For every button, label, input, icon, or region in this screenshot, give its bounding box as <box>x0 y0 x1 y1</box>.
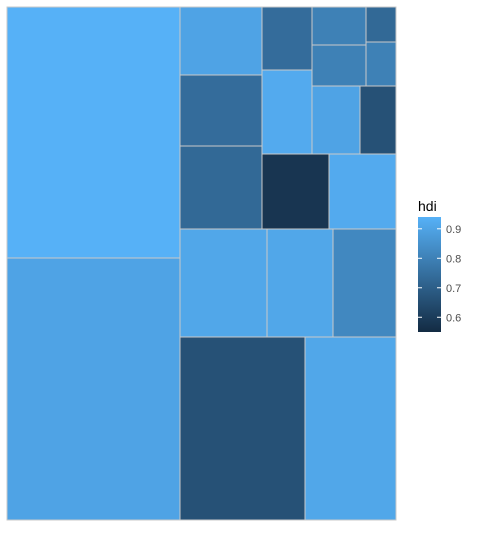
treemap-tile <box>261 6 313 71</box>
treemap-tile <box>365 6 397 43</box>
legend-tick-label: 0.8 <box>446 253 461 265</box>
treemap-tile <box>6 257 181 521</box>
treemap-tile <box>328 153 397 230</box>
treemap-tile <box>179 145 263 230</box>
treemap-tile <box>311 85 361 155</box>
treemap-tile <box>365 41 397 87</box>
legend-tick-label: 0.9 <box>446 224 461 236</box>
legend-colorbar <box>418 217 441 332</box>
treemap-tile <box>261 153 330 230</box>
treemap-tile <box>304 336 397 521</box>
treemap-tile <box>179 6 263 76</box>
treemap-tile <box>332 228 397 338</box>
treemap-tile <box>179 74 263 147</box>
treemap-tile <box>311 6 367 46</box>
legend-tick-label: 0.7 <box>446 283 461 295</box>
treemap-tile <box>179 336 306 521</box>
legend-tick-label: 0.6 <box>446 312 461 324</box>
treemap-tile <box>6 6 181 259</box>
treemap-tile <box>359 85 397 155</box>
legend: hdi 0.9 0.8 0.7 0.6 <box>418 198 461 332</box>
treemap-tile <box>311 44 367 87</box>
legend-title: hdi <box>418 198 437 214</box>
treemap-tiles <box>6 6 397 521</box>
treemap-tile <box>266 228 334 338</box>
treemap-tile <box>179 228 268 338</box>
treemap-tile <box>261 69 313 155</box>
legend-ticks: 0.9 0.8 0.7 0.6 <box>418 224 461 324</box>
